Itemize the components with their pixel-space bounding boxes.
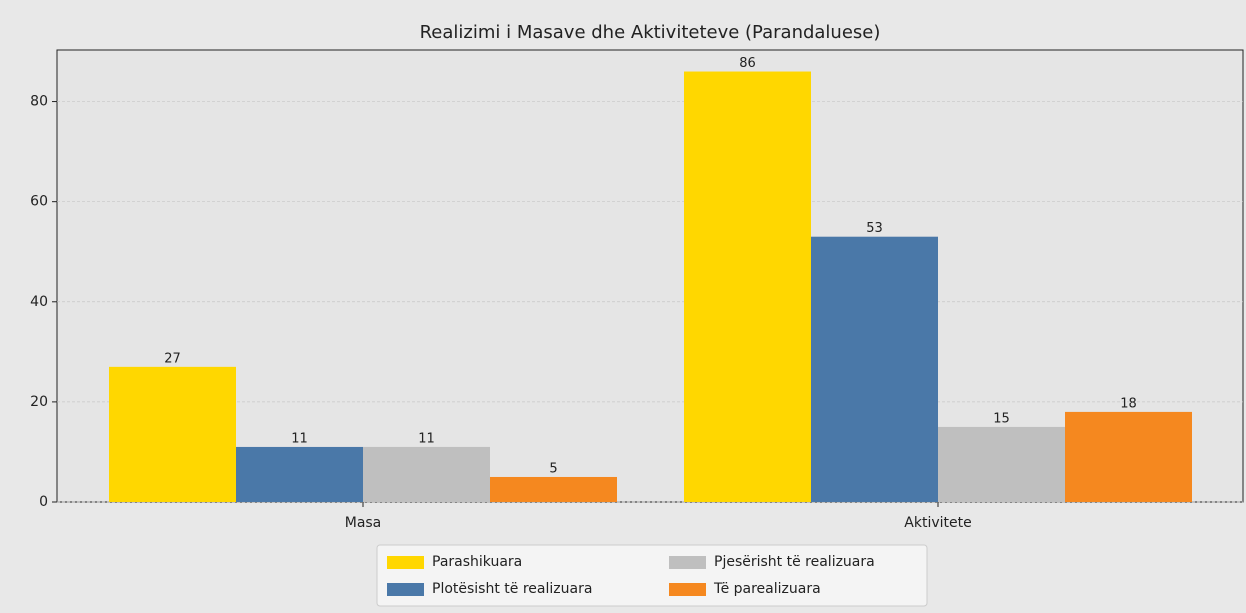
legend-swatch [387,583,424,596]
value-label: 18 [1120,396,1137,411]
y-tick-label: 60 [30,194,48,210]
legend-label: Të parealizuara [713,581,821,597]
y-tick-label: 80 [30,94,48,110]
bar [684,71,811,503]
chart-title: Realizimi i Masave dhe Aktiviteteve (Par… [420,22,881,43]
legend-label: Pjesërisht të realizuara [714,554,875,570]
legend-swatch [669,556,706,569]
bar [490,476,617,502]
x-tick-label: Masa [345,515,382,531]
value-label: 53 [866,221,883,236]
value-label: 15 [993,411,1010,426]
legend-swatch [387,556,424,569]
bar [938,426,1065,502]
bar [109,366,236,502]
value-label: 86 [739,56,756,71]
legend-swatch [669,583,706,596]
value-label: 11 [418,431,435,446]
y-tick-label: 0 [39,494,48,510]
y-tick-label: 40 [30,294,48,310]
bar [363,446,490,502]
plot-area [56,49,1244,503]
bar [1065,411,1192,502]
bar [236,446,363,502]
y-tick-label: 20 [30,394,48,410]
x-tick-label: Aktivitete [904,515,971,531]
legend-label: Plotësisht të realizuara [432,581,592,597]
value-label: 27 [164,351,181,366]
value-label: 11 [291,431,308,446]
legend-box [376,544,928,607]
legend-label: Parashikuara [432,554,522,570]
bar [811,236,938,502]
value-label: 5 [549,461,557,476]
